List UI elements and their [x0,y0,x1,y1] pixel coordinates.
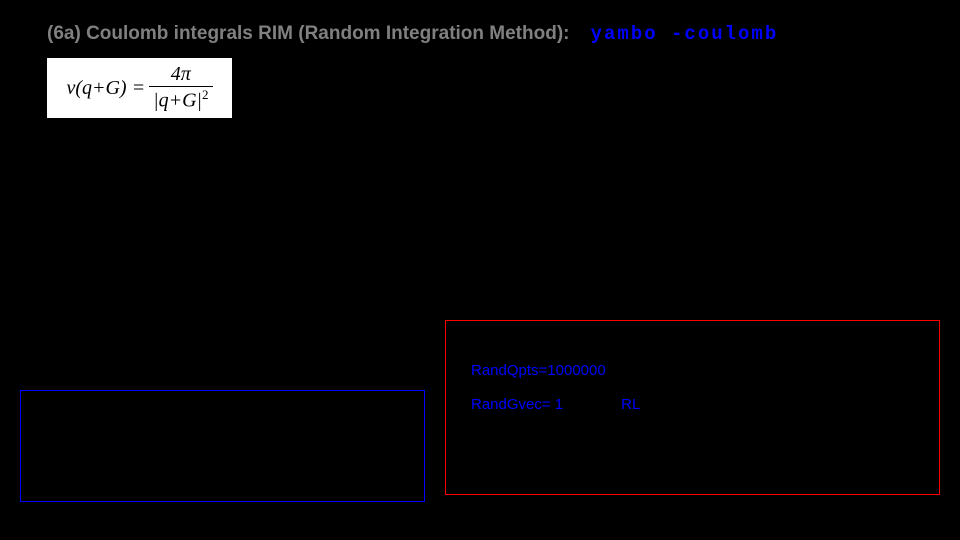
rand-qpts-row: RandQpts=1000000 [471,361,914,381]
coulomb-formula: v(q+G) = 4π |q+G|2 [47,58,232,118]
formula-numerator: 4π [167,63,195,86]
rand-gvec-label: RandGvec= [471,396,555,413]
command-text: yambo -coulomb [591,23,779,45]
heading-text: (6a) Coulomb integrals RIM (Random Integ… [47,23,569,44]
rand-gvec-unit: RL [621,395,640,415]
rand-qpts-value: 1000000 [547,362,605,379]
rand-gvec-row: RandGvec= 1 RL [471,395,914,415]
formula-denominator: |q+G|2 [149,86,212,113]
blue-outline-box [20,390,425,502]
rand-gvec-value: 1 [555,396,563,413]
section-heading: (6a) Coulomb integrals RIM (Random Integ… [47,23,778,45]
red-parameters-box: RandQpts=1000000 RandGvec= 1 RL [445,320,940,495]
formula-fraction: 4π |q+G|2 [149,63,212,113]
formula-lhs: v(q+G) = [66,77,145,100]
rand-qpts-label: RandQpts= [471,362,547,379]
